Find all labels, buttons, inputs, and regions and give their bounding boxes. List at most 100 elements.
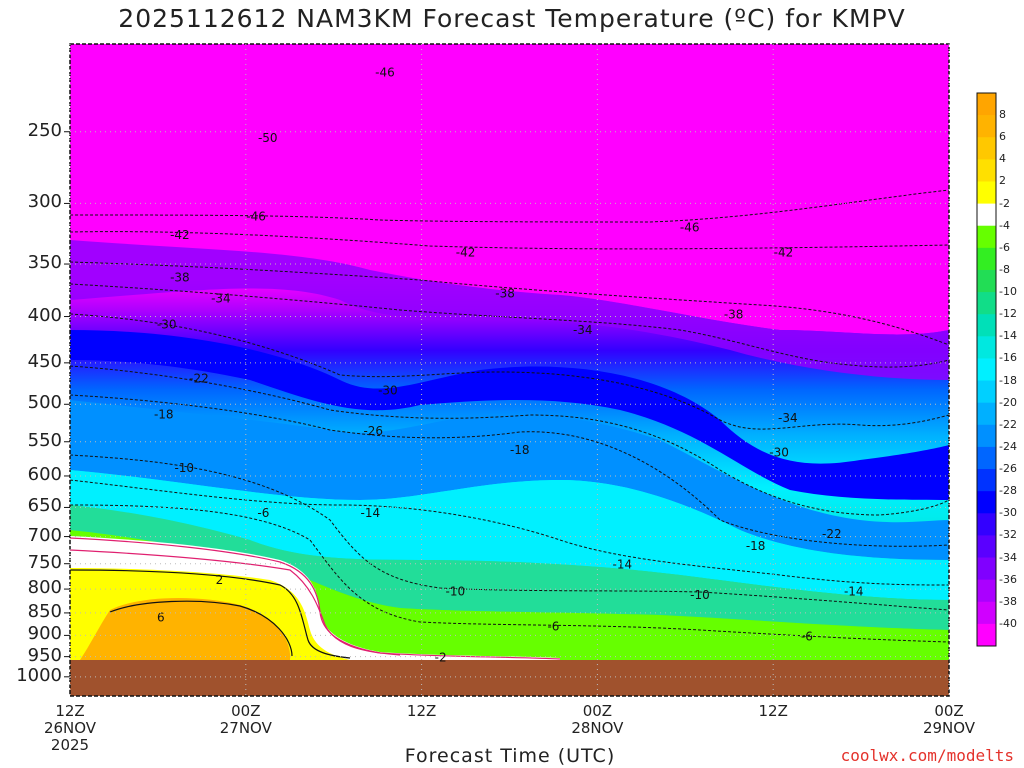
- x-tick-line1: 12Z: [758, 702, 788, 720]
- colorbar-swatch: [977, 513, 996, 536]
- colorbar-tick-label: 2: [999, 174, 1006, 188]
- contour-label: -10: [445, 585, 465, 599]
- y-tick-label: 400: [27, 304, 62, 326]
- colorbar-tick-label: -10: [999, 285, 1017, 299]
- colorbar-swatch: [977, 292, 996, 315]
- teal-band: [70, 505, 949, 630]
- colorbar-swatch: [977, 402, 996, 426]
- y-tick-label: 600: [27, 463, 62, 485]
- cold-aloft-band: [70, 44, 949, 335]
- warm-orange-region: [80, 598, 291, 660]
- colorbar-tick-label: -16: [999, 351, 1017, 365]
- colorbar-tick-label: -6: [999, 240, 1010, 254]
- y-tick-label: 1000: [16, 664, 62, 686]
- y-tick-label: 300: [27, 191, 62, 213]
- colorbar-tick-label: -4: [999, 218, 1010, 232]
- ground-below-surface: [70, 660, 949, 696]
- x-tick-line2: 26NOV: [43, 719, 97, 737]
- contour-label: -18: [746, 539, 766, 553]
- contour-label: -46: [680, 221, 700, 235]
- colorbar-tick-label: 6: [999, 130, 1006, 144]
- contour-label: -50: [258, 131, 278, 145]
- credit-link[interactable]: coolwx.com/modelts: [840, 746, 1014, 765]
- colorbar-swatch: [977, 181, 996, 205]
- colorbar-tick-label: -32: [999, 528, 1017, 542]
- x-tick-label: 12Z: [728, 703, 818, 720]
- contour-label: -38: [495, 286, 515, 300]
- y-tick-label: 500: [27, 392, 62, 414]
- colorbar-tick-label: 4: [999, 152, 1006, 166]
- contour-label: -30: [157, 317, 177, 331]
- x-tick-label: 12Z 26NOV 2025: [25, 703, 115, 754]
- contour-label: 2: [216, 573, 224, 587]
- colorbar-swatch: [977, 247, 996, 271]
- colorbar-tick-label: -34: [999, 550, 1017, 564]
- contour-line-minus-30: [69, 313, 950, 430]
- colorbar-swatch: [977, 579, 996, 603]
- colorbar-swatch: [977, 557, 996, 581]
- contour-line-minus-14: [69, 479, 950, 586]
- contour-label: -14: [844, 585, 864, 599]
- contour-label: -30: [378, 384, 398, 398]
- mid-blue-band: [70, 400, 949, 560]
- x-tick-line2: 29NOV: [922, 719, 976, 737]
- colorbar-tick-label: -20: [999, 395, 1017, 409]
- contour-label: -6: [257, 506, 269, 520]
- colorbar-tick-label: -22: [999, 417, 1017, 431]
- warm-contour-lines: [69, 537, 561, 660]
- y-tick-label: 450: [27, 350, 62, 372]
- contour-label: -34: [211, 291, 231, 305]
- colorbar-swatch: [977, 446, 996, 470]
- contour-line-minus-42: [69, 231, 950, 250]
- colorbar-tick-label: -14: [999, 329, 1017, 343]
- deep-blue-band: [70, 330, 949, 500]
- colorbar-swatch: [977, 380, 996, 404]
- contour-label: -18: [154, 407, 174, 421]
- colorbar-tick-label: -12: [999, 307, 1017, 321]
- grid-lines: [64, 44, 950, 696]
- colorbar-tick-label: -28: [999, 484, 1017, 498]
- x-tick-label: 00Z 28NOV: [552, 703, 642, 737]
- contour-line-minus-34: [69, 283, 950, 368]
- colorbar-tick-label: -30: [999, 506, 1017, 520]
- colorbar-swatch: [977, 159, 996, 182]
- x-tick-line1: 00Z: [231, 702, 261, 720]
- contour-label: -18: [510, 443, 530, 457]
- contour-line-minus-22: [69, 365, 950, 516]
- colorbar-swatch: [977, 601, 996, 625]
- contour-line-minus-6: [69, 504, 950, 643]
- colorbar-frame: [976, 92, 997, 647]
- x-axis-label: Forecast Time (UTC): [404, 745, 616, 767]
- contour-label: -46: [375, 65, 395, 79]
- contour-label: -42: [774, 246, 794, 260]
- contour-label: -10: [690, 588, 710, 602]
- colorbar-tick-label: -2: [999, 196, 1010, 210]
- contour-label: 6: [157, 611, 165, 625]
- colorbar-tick-label: -40: [999, 616, 1017, 630]
- y-tick-label: 750: [27, 551, 62, 573]
- x-tick-line1: 12Z: [406, 702, 437, 720]
- colorbar-tick-label: -26: [999, 462, 1017, 476]
- colorbar-tick-label: -38: [999, 594, 1017, 608]
- colorbar-swatch: [977, 115, 996, 138]
- contour-label: -46: [246, 209, 266, 223]
- x-tick-line2: 27NOV: [219, 719, 272, 737]
- contour-label: -22: [822, 527, 842, 541]
- colorbar: [976, 92, 997, 647]
- contour-label: -2: [435, 650, 447, 664]
- contour-line-minus-10: [69, 454, 950, 611]
- x-tick-label: 00Z 27NOV: [201, 703, 291, 737]
- contour-line-minus-46: [69, 189, 950, 223]
- contour-label: -34: [778, 411, 798, 425]
- cyan-band: [70, 470, 949, 600]
- contour-labels: -46-50-46-42-38-34-30-22-18-10-6-42-38-3…: [154, 65, 864, 664]
- contour-label: -14: [613, 558, 633, 572]
- colorbar-swatch: [977, 203, 996, 227]
- colorbar-swatch: [977, 424, 996, 448]
- contour-line-minus-18: [69, 394, 950, 547]
- contour-label: -10: [174, 461, 194, 475]
- contour-label: -34: [573, 323, 593, 337]
- y-tick-label: 350: [27, 252, 62, 274]
- colorbar-swatch: [977, 469, 996, 492]
- colorbar-swatch: [977, 269, 996, 293]
